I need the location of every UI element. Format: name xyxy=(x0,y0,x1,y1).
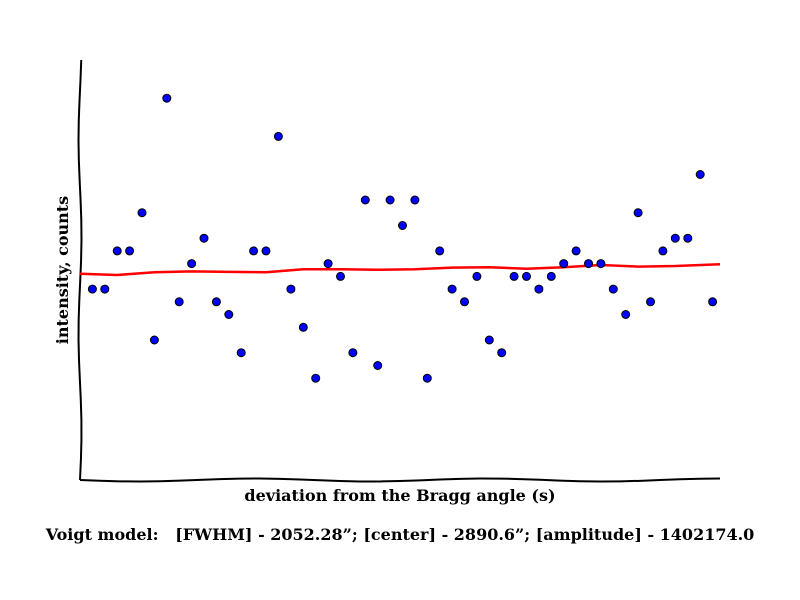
data-point xyxy=(348,348,358,358)
x-axis-line xyxy=(79,477,721,483)
data-point xyxy=(435,246,445,256)
data-point xyxy=(584,259,593,269)
data-point xyxy=(373,361,383,370)
data-point xyxy=(311,373,321,383)
data-point xyxy=(224,310,234,319)
data-point xyxy=(360,195,370,205)
data-point xyxy=(596,259,606,269)
data-point xyxy=(571,246,581,256)
data-point xyxy=(286,284,296,294)
data-point xyxy=(100,284,110,294)
annotation-text: Voigt model: [FWHM] - 2052.28”; [center]… xyxy=(45,525,755,544)
data-point xyxy=(670,233,680,243)
data-point xyxy=(509,271,519,281)
data-point xyxy=(149,335,159,345)
data-point xyxy=(608,284,618,294)
data-point xyxy=(187,259,197,269)
data-point xyxy=(621,310,631,319)
data-point xyxy=(211,297,221,307)
data-point xyxy=(695,170,705,179)
data-point xyxy=(534,284,544,294)
data-point xyxy=(460,297,469,307)
data-point xyxy=(398,221,407,230)
data-point xyxy=(708,297,718,307)
fit-layer xyxy=(79,262,721,277)
data-point xyxy=(249,246,259,256)
x-axis-label: deviation from the Bragg angle (s) xyxy=(244,486,555,505)
data-point xyxy=(522,271,531,281)
data-point xyxy=(633,208,643,218)
data-point xyxy=(137,208,147,218)
data-point xyxy=(484,335,494,345)
data-point xyxy=(683,233,693,243)
data-point xyxy=(236,348,246,358)
data-point xyxy=(546,271,556,281)
data-point xyxy=(162,93,172,103)
data-point xyxy=(385,195,395,205)
data-point xyxy=(298,322,308,332)
data-point xyxy=(261,246,271,256)
data-point xyxy=(199,233,209,243)
data-point xyxy=(422,373,432,383)
data-point xyxy=(125,246,135,256)
points-layer xyxy=(87,93,718,383)
data-point xyxy=(112,246,122,256)
data-point xyxy=(447,284,457,294)
data-point xyxy=(273,131,283,141)
data-point xyxy=(559,259,569,269)
data-point xyxy=(472,271,482,281)
data-point xyxy=(87,284,97,294)
data-point xyxy=(174,297,184,307)
data-point xyxy=(323,259,333,269)
data-point xyxy=(410,195,420,205)
data-point xyxy=(658,246,668,256)
data-point xyxy=(497,348,507,358)
data-point xyxy=(646,297,655,307)
y-axis-line xyxy=(77,59,83,481)
axes xyxy=(77,59,721,483)
y-axis-label: intensity, counts xyxy=(53,196,72,344)
data-point xyxy=(336,271,345,281)
fit-line xyxy=(79,262,721,277)
